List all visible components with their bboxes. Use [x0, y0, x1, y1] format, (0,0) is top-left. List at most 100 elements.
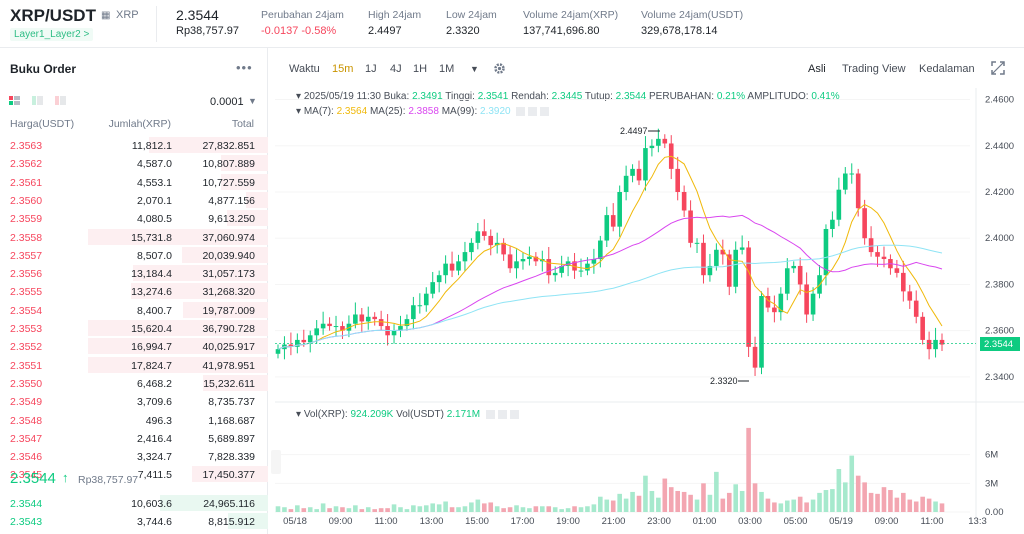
interval-1j[interactable]: 1J	[365, 63, 377, 75]
ma7-value: 2.3564	[336, 106, 368, 117]
row-amount: 15,731.8	[131, 231, 172, 244]
x-tick-label: 01:00	[693, 516, 717, 527]
candle-body	[688, 210, 693, 243]
low-value: 2.3445	[551, 91, 583, 102]
order-row[interactable]: 2.3553 15,620.4 36,790.728	[0, 319, 268, 337]
order-row[interactable]: 2.3556 13,184.4 31,057.173	[0, 264, 268, 282]
row-total: 41,978.951	[202, 359, 255, 372]
depth-bar	[227, 210, 268, 227]
row-total: 31,268.320	[202, 286, 255, 299]
volume-bar	[907, 499, 913, 512]
order-row[interactable]: 2.3543 3,744.6 8,815.912	[0, 512, 268, 530]
pair-title[interactable]: XRP/USDT	[10, 6, 96, 25]
candle-body	[759, 296, 764, 368]
current-price-tag: 2.3544	[980, 336, 1020, 351]
interval-15m[interactable]: 15m	[332, 63, 354, 75]
legend-caret-icon[interactable]: ▾	[296, 91, 304, 102]
row-total: 1,168.687	[208, 414, 255, 427]
order-row[interactable]: 2.3559 4,080.5 9,613.250	[0, 209, 268, 227]
info-icon[interactable]: ▦	[101, 10, 111, 21]
order-row[interactable]: 2.3544 10,603.6 24,965.116	[0, 494, 268, 512]
volume-bar	[759, 491, 764, 512]
candle-body	[365, 316, 371, 322]
candle-body	[778, 293, 784, 313]
volume-bar	[391, 504, 397, 512]
settings-icon[interactable]	[528, 106, 538, 116]
volume-bar	[282, 507, 287, 512]
candle-body	[733, 249, 739, 287]
tick-size-select[interactable]: 0.0001	[210, 96, 244, 108]
volume-bar	[295, 505, 300, 512]
row-total: 4,877.156	[208, 194, 255, 207]
view-depth[interactable]: Kedalaman	[919, 63, 975, 75]
depth-bar	[228, 513, 268, 530]
fullscreen-icon[interactable]	[991, 61, 1005, 75]
volume-bar	[314, 509, 319, 512]
high-value: 2.3541	[477, 91, 509, 102]
order-row[interactable]: 2.3554 8,400.7 19,787.009	[0, 301, 268, 319]
row-amount: 16,994.7	[131, 341, 172, 354]
candle-body	[617, 192, 622, 227]
eye-icon[interactable]	[516, 106, 526, 116]
legend-caret-icon[interactable]: ▾	[296, 409, 304, 420]
last-price-idr: Rp38,757.97	[176, 25, 239, 37]
order-row[interactable]: 2.3552 16,994.7 40,025.917	[0, 337, 268, 355]
stat-high: High 24jam 2.4497	[368, 9, 421, 37]
row-amount: 4,080.5	[136, 213, 172, 226]
settings-icon[interactable]	[497, 409, 507, 419]
row-amount: 6,468.2	[136, 377, 172, 390]
open-label: Buka:	[383, 91, 410, 102]
legend-caret-icon[interactable]: ▾	[296, 106, 304, 117]
change-label: PERUBAHAN:	[649, 91, 715, 102]
more-dots-icon[interactable]: •••	[236, 60, 253, 75]
x-tick-label: 09:00	[329, 516, 353, 527]
order-row[interactable]: 2.3550 6,468.2 15,232.611	[0, 374, 268, 392]
view-original[interactable]: Asli	[808, 63, 826, 75]
candle-body	[378, 319, 384, 327]
arrow-up-icon: ↑	[62, 470, 69, 485]
volume-bar	[752, 483, 758, 512]
order-row[interactable]: 2.3547 2,416.4 5,689.897	[0, 429, 268, 447]
interval-1h[interactable]: 1H	[413, 63, 428, 75]
eye-icon[interactable]	[485, 409, 495, 419]
volume-bar	[578, 507, 584, 512]
row-total: 9,613.250	[208, 213, 255, 226]
order-row[interactable]: 2.3558 15,731.8 37,060.974	[0, 228, 268, 246]
col-total-header: Total	[231, 118, 254, 130]
candle-body	[604, 215, 610, 241]
order-row[interactable]: 2.3548 496.3 1,168.687	[0, 411, 268, 429]
order-row[interactable]: 2.3562 4,587.0 10,807.889	[0, 154, 268, 172]
book-both-icon[interactable]	[9, 96, 20, 105]
close-icon[interactable]	[509, 409, 519, 419]
view-tradingview[interactable]: Trading View	[842, 63, 906, 75]
order-row[interactable]: 2.3563 11,812.1 27,832.851	[0, 136, 268, 154]
row-total: 8,735.737	[208, 396, 255, 409]
order-row[interactable]: 2.3555 13,274.6 31,268.320	[0, 282, 268, 300]
x-tick-label: 13:00	[420, 516, 444, 527]
volume-bar	[823, 490, 829, 512]
candle-body	[772, 307, 777, 313]
volume-bar	[739, 490, 745, 512]
order-row[interactable]: 2.3560 2,070.1 4,877.156	[0, 191, 268, 209]
order-row[interactable]: 2.3549 3,709.6 8,735.737	[0, 392, 268, 410]
settings-gear-icon[interactable]	[493, 62, 506, 75]
candle-body	[404, 319, 410, 327]
interval-4j[interactable]: 4J	[390, 63, 402, 75]
order-row[interactable]: 2.3551 17,824.7 41,978.951	[0, 356, 268, 374]
interval-1m[interactable]: 1M	[439, 63, 455, 75]
volume-bar	[488, 502, 494, 512]
order-row[interactable]: 2.3561 4,553.1 10,727.559	[0, 173, 268, 191]
order-row[interactable]: 2.3557 8,507.0 20,039.940	[0, 246, 268, 264]
candle-body	[746, 247, 751, 347]
row-amount: 3,709.6	[136, 396, 172, 409]
chevron-down-icon[interactable]: ▼	[248, 96, 257, 106]
close-icon[interactable]	[540, 106, 550, 116]
book-bids-icon[interactable]	[32, 96, 43, 105]
category-tag-link[interactable]: Layer1_Layer2 >	[10, 28, 94, 41]
interval-more-chevron-icon[interactable]: ▼	[470, 64, 479, 74]
order-row[interactable]: 2.3546 3,324.7 7,828.339	[0, 447, 268, 465]
volume-bar	[378, 508, 384, 512]
order-row[interactable]: 2.3545 7,411.5 17,450.377	[0, 465, 268, 483]
book-asks-icon[interactable]	[55, 96, 66, 105]
